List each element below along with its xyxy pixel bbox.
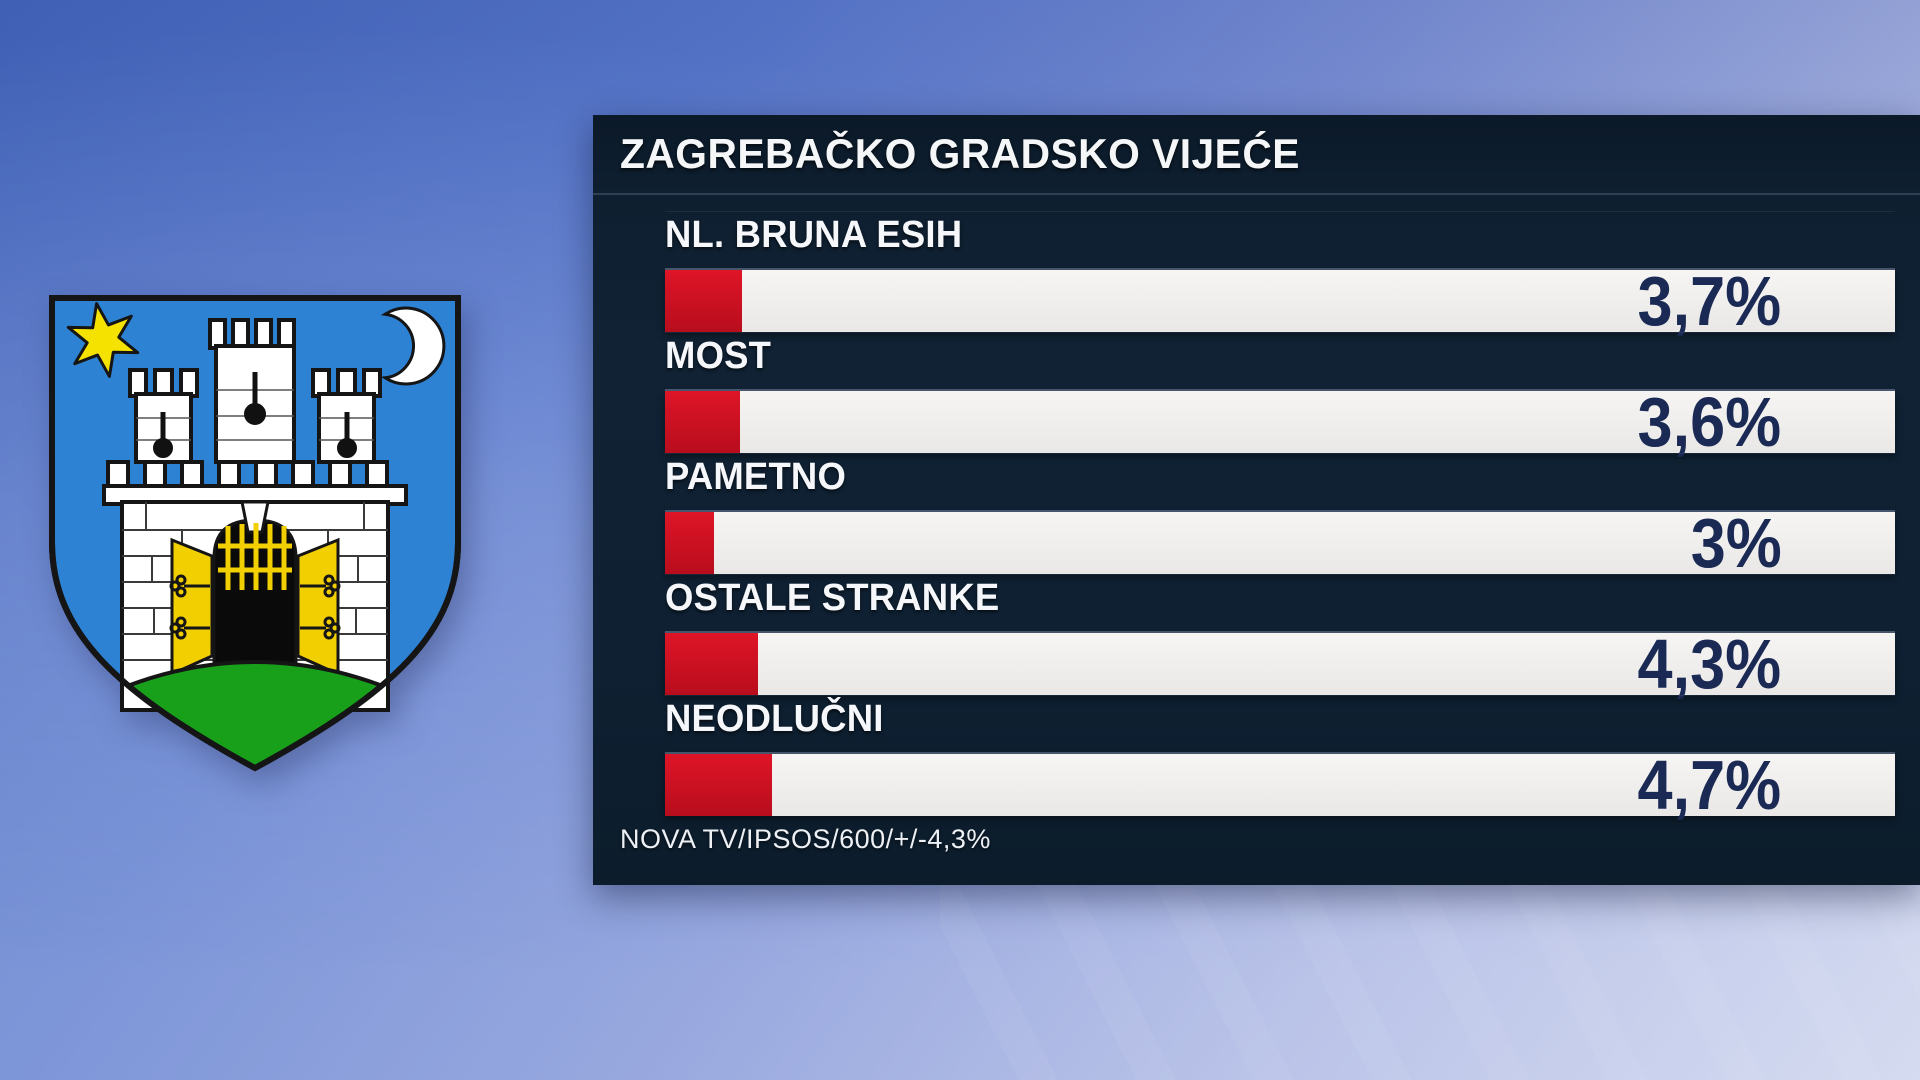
bar-fill xyxy=(665,633,759,695)
bar-value: 3,6% xyxy=(1637,383,1782,461)
poll-row: PAMETNO 3% xyxy=(665,453,1895,582)
party-label: NEODLUČNI xyxy=(665,698,884,740)
bar-value: 3,7% xyxy=(1637,262,1782,340)
green-hill xyxy=(52,660,458,768)
bar-value: 4,3% xyxy=(1637,625,1782,703)
star-icon xyxy=(66,302,140,378)
bar-fill xyxy=(665,754,772,816)
bar-track: 4,7% xyxy=(665,746,1895,824)
panel-title-bar: ZAGREBAČKO GRADSKO VIJEĆE xyxy=(593,115,1920,195)
bar-fill xyxy=(665,391,741,453)
bar-track: 4,3% xyxy=(665,625,1895,703)
bar-value: 3% xyxy=(1690,504,1782,582)
party-label: PAMETNO xyxy=(665,456,847,498)
bar-track: 3,7% xyxy=(665,262,1895,340)
bar-track: 3,6% xyxy=(665,383,1895,461)
door-hinges xyxy=(169,574,341,640)
panel-title: ZAGREBAČKO GRADSKO VIJEĆE xyxy=(620,130,1300,177)
bar-track: 3% xyxy=(665,504,1895,582)
source-attribution: NOVA TV/IPSOS/600/+/-4,3% xyxy=(620,824,991,854)
poll-rows: NL. BRUNA ESIH 3,7% MOST 3,6% PAMETNO 3% xyxy=(665,211,1895,824)
bar-fill xyxy=(665,512,715,574)
keystone xyxy=(240,500,270,534)
right-tower xyxy=(311,368,382,464)
party-label: MOST xyxy=(665,335,772,377)
tower-windows xyxy=(153,372,357,458)
party-label: NL. BRUNA ESIH xyxy=(665,214,963,256)
poll-row: NL. BRUNA ESIH 3,7% xyxy=(665,211,1895,340)
zagreb-coat-of-arms xyxy=(49,295,461,772)
party-label: OSTALE STRANKE xyxy=(665,577,1000,619)
poll-row: NEODLUČNI 4,7% xyxy=(665,695,1895,824)
shield-border xyxy=(49,295,461,772)
bar-fill xyxy=(665,270,743,332)
portcullis xyxy=(218,523,292,590)
left-door xyxy=(170,537,214,677)
poll-row: OSTALE STRANKE 4,3% xyxy=(665,574,1895,703)
right-door xyxy=(296,537,340,677)
crescent-moon-icon xyxy=(380,306,446,386)
bar-value: 4,7% xyxy=(1637,746,1782,824)
poll-row: MOST 3,6% xyxy=(665,332,1895,461)
poll-results-panel: ZAGREBAČKO GRADSKO VIJEĆE NL. BRUNA ESIH… xyxy=(593,115,1920,885)
